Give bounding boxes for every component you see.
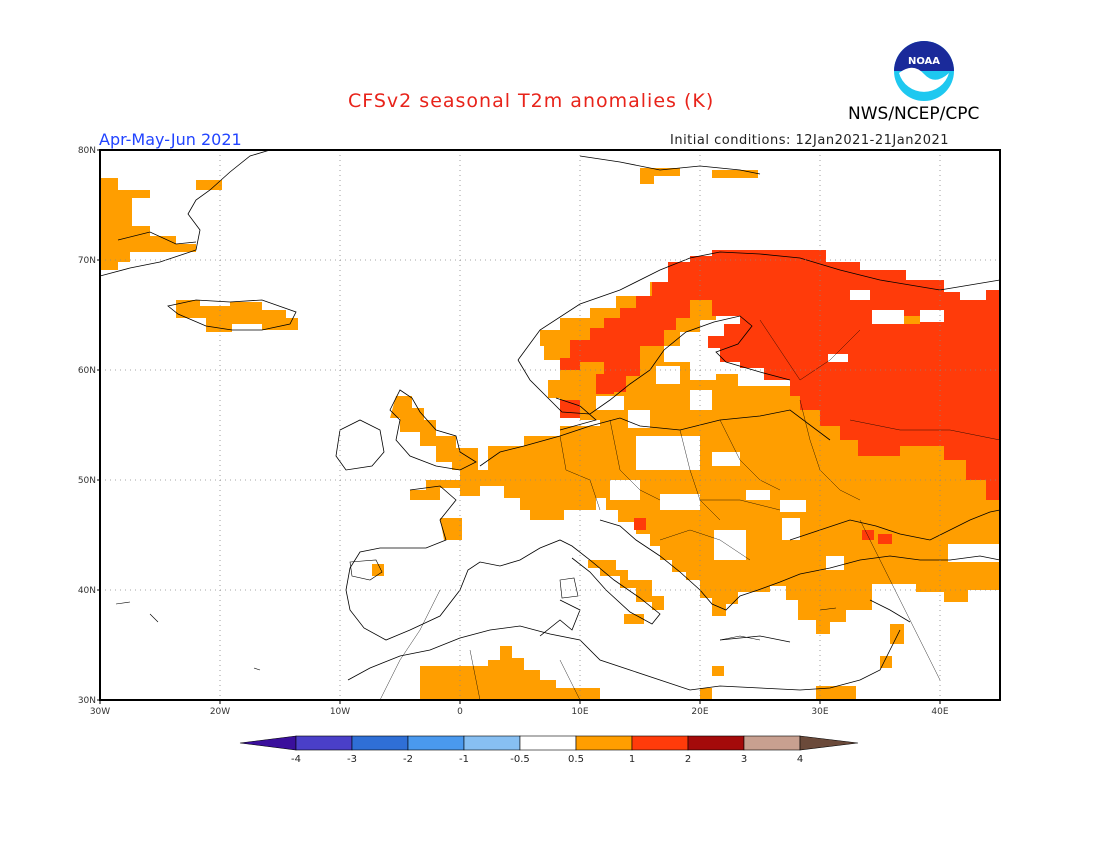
- lon-label: 10E: [571, 707, 588, 717]
- map-title: CFSv2 seasonal T2m anomalies (K): [348, 90, 715, 112]
- neutral-patches-north: [596, 290, 944, 410]
- lat-label: 40N: [78, 586, 96, 596]
- agency-label: NWS/NCEP/CPC: [848, 104, 980, 124]
- initial-conditions-label: Initial conditions: 12Jan2021-21Jan2021: [670, 133, 950, 148]
- neutral-patches: [610, 390, 1000, 570]
- lon-label: 40E: [931, 707, 948, 717]
- lon-label: 20E: [691, 707, 708, 717]
- lat-label: 50N: [78, 476, 96, 486]
- logo-text: NOAA: [908, 56, 940, 67]
- islands: [115, 559, 837, 671]
- country-borders: [379, 319, 1000, 700]
- map-frame: [99, 149, 1001, 701]
- coastlines: [100, 150, 1000, 691]
- lat-label: 60N: [78, 366, 96, 376]
- lon-label: 30W: [90, 707, 110, 717]
- map-canvas: [100, 150, 1000, 700]
- lat-label: 80N: [78, 146, 96, 156]
- noaa-logo: NOAA: [894, 41, 954, 101]
- lat-label: 30N: [78, 696, 96, 706]
- lon-label: 30E: [811, 707, 828, 717]
- season-label: Apr-May-Jun 2021: [99, 130, 242, 149]
- lat-label: 70N: [78, 256, 96, 266]
- lon-label: 10W: [330, 707, 350, 717]
- lon-label: 0: [457, 707, 463, 717]
- lon-label: 20W: [210, 707, 230, 717]
- graticule: [100, 150, 1000, 700]
